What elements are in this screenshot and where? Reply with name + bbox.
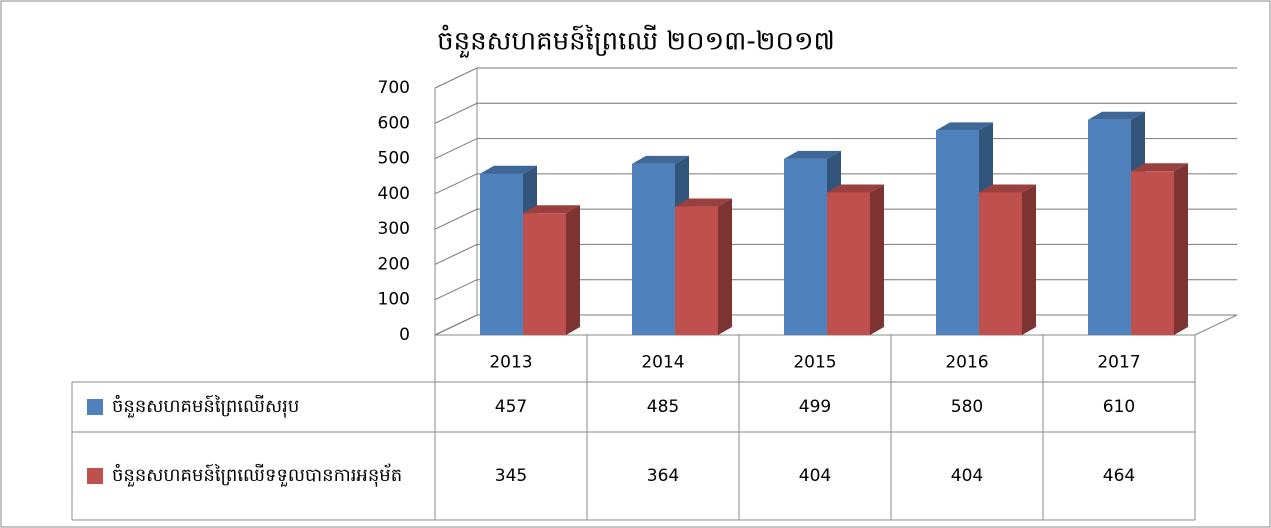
y-tick-label: 200	[378, 254, 410, 274]
table-value: 499	[799, 397, 831, 417]
bar-side	[1022, 184, 1036, 335]
y-tick-label: 400	[378, 184, 410, 204]
x-tick-label: 2014	[641, 353, 684, 373]
bar-top	[936, 122, 993, 131]
table-value: 364	[647, 466, 679, 486]
y-tick-label: 0	[399, 325, 410, 345]
bar	[523, 213, 566, 335]
x-tick-label: 2015	[793, 353, 836, 373]
chart-title: ចំនួនសហគមន៍ព្រៃឈើ ២០១៣-២០១៧	[437, 25, 835, 59]
bar-top	[632, 155, 689, 164]
bar	[632, 163, 675, 335]
x-tick-label: 2016	[945, 353, 988, 373]
table-value: 580	[951, 397, 983, 417]
legend-label-box: ចំនួនសហគមន៍ព្រៃឈើសរុប	[112, 396, 300, 417]
bar	[827, 192, 870, 335]
table-value: 404	[799, 466, 831, 486]
y-tick-label: 600	[378, 113, 410, 133]
legend-label: ចំនួនសហគមន៍ព្រៃឈើសរុប	[112, 396, 300, 417]
bar	[675, 206, 718, 335]
bar-top	[784, 150, 841, 159]
x-tick-label: 2013	[489, 353, 532, 373]
bar-top	[827, 184, 884, 193]
y-tick-label: 700	[378, 78, 410, 98]
y-tick-label: 300	[378, 219, 410, 239]
x-tick-label: 2017	[1097, 353, 1140, 373]
legend-label-box: ចំនួនសហគមន៍ព្រៃឈើទទួលបានការអនុម័ត	[112, 465, 403, 486]
table-value: 610	[1103, 397, 1135, 417]
table-value: 404	[951, 466, 983, 486]
bar-top	[480, 165, 537, 174]
bar	[979, 192, 1022, 335]
legend-label: ចំនួនសហគមន៍ព្រៃឈើទទួលបានការអនុម័ត	[112, 465, 403, 486]
y-tick-label: 100	[378, 290, 410, 310]
table-value: 345	[495, 466, 527, 486]
legend-swatch	[87, 399, 103, 415]
bar-top	[523, 205, 580, 214]
bar-top	[1131, 163, 1188, 172]
bar-side	[566, 205, 580, 335]
bar	[1131, 171, 1174, 335]
bar-top	[675, 198, 732, 207]
grid-line	[434, 102, 1237, 124]
bar-top	[979, 184, 1036, 193]
bar	[784, 158, 827, 335]
bar-side	[870, 184, 884, 335]
table-value: 457	[495, 397, 527, 417]
bar	[1088, 119, 1131, 335]
bar-side	[1174, 163, 1188, 335]
bar-top	[1088, 111, 1145, 120]
y-tick-label: 500	[378, 149, 410, 169]
table-value: 485	[647, 397, 679, 417]
grid-line	[434, 67, 1237, 89]
bar-side	[718, 198, 732, 335]
bar	[480, 173, 523, 335]
table-value: 464	[1103, 466, 1135, 486]
bar	[936, 130, 979, 335]
legend-swatch	[87, 468, 103, 484]
